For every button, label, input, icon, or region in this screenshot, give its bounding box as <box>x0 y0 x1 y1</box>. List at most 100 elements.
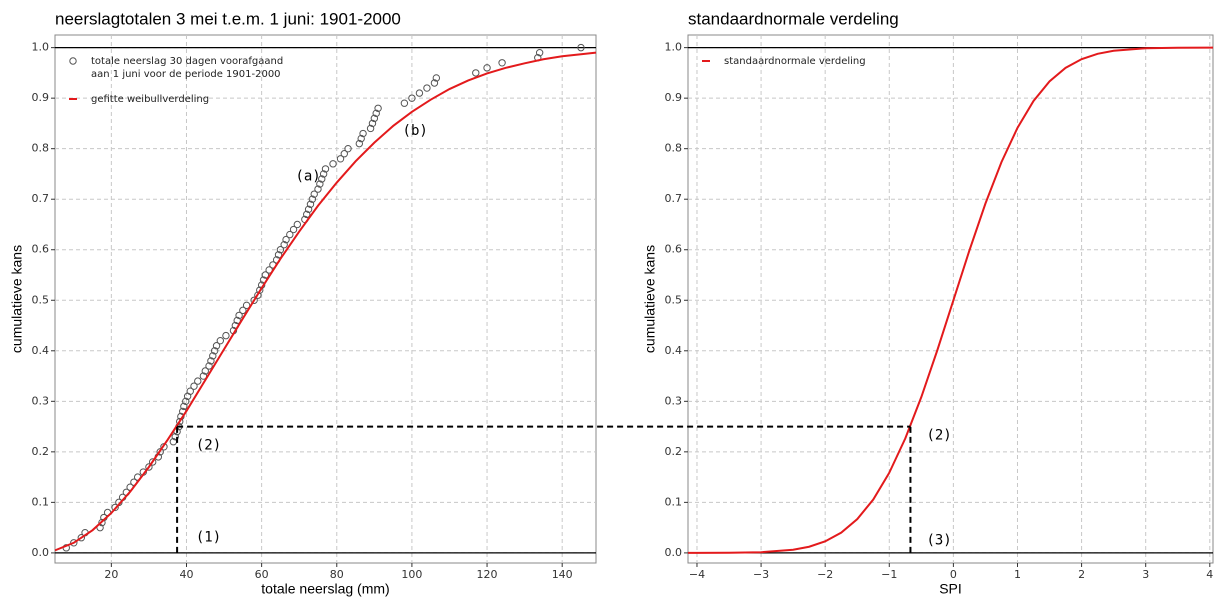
x-axis-title: totale neerslag (mm) <box>261 581 389 597</box>
data-point <box>182 397 190 406</box>
data-point <box>308 195 317 203</box>
data-point <box>239 306 247 315</box>
data-point <box>186 387 194 395</box>
data-point <box>423 84 431 92</box>
y-tick-label: 0.8 <box>32 142 50 155</box>
data-point <box>357 134 365 143</box>
x-tick-label: 80 <box>330 568 344 581</box>
y-tick-label: 0.4 <box>32 344 50 357</box>
data-point <box>318 175 326 183</box>
data-point <box>359 129 367 138</box>
data-point <box>212 342 221 350</box>
x-tick-label: 2 <box>1078 568 1085 581</box>
data-point <box>321 165 330 173</box>
data-point <box>306 200 315 208</box>
data-point <box>210 347 219 355</box>
y-tick-label: 0.4 <box>665 344 683 357</box>
x-tick-label: −2 <box>817 568 833 581</box>
data-point <box>148 458 157 466</box>
data-point <box>310 190 318 198</box>
annotation: (1) <box>196 530 221 546</box>
legend-label: standaardnormale verdeling <box>724 56 866 67</box>
y-tick-label: 0.7 <box>665 192 683 205</box>
data-point <box>293 220 302 229</box>
data-point <box>366 124 375 133</box>
data-point <box>329 160 337 168</box>
y-tick-label: 0.9 <box>665 91 683 104</box>
data-point <box>145 463 153 471</box>
y-tick-label: 0.1 <box>665 495 683 508</box>
data-point <box>319 170 328 178</box>
data-point <box>156 448 164 456</box>
data-point <box>374 104 382 112</box>
data-point <box>289 225 298 234</box>
data-point <box>201 367 209 375</box>
data-point <box>70 539 78 547</box>
data-point <box>400 99 409 107</box>
data-point <box>336 155 345 163</box>
x-tick-label: 4 <box>1206 568 1213 581</box>
data-point <box>415 89 424 97</box>
x-tick-label: 60 <box>255 568 269 581</box>
x-tick-label: 3 <box>1142 568 1149 581</box>
data-point <box>280 240 288 249</box>
x-tick-label: 120 <box>477 568 498 581</box>
annotation: (3) <box>926 532 951 548</box>
annotation: (2) <box>926 428 951 444</box>
data-point <box>368 119 377 128</box>
x-tick-label: −4 <box>689 568 705 581</box>
y-tick-label: 1.0 <box>665 41 683 54</box>
x-tick-label: 0 <box>950 568 957 581</box>
y-tick-label: 0.0 <box>665 546 683 559</box>
data-point <box>370 114 379 123</box>
x-axis-title: SPI <box>939 581 962 597</box>
data-point <box>408 94 416 102</box>
data-point <box>190 382 198 390</box>
y-tick-label: 0.7 <box>32 192 50 205</box>
data-point <box>340 150 348 158</box>
chart-title: neerslagtotalen 3 mei t.e.m. 1 juni: 190… <box>55 9 401 28</box>
plot-area <box>687 34 1214 564</box>
data-point <box>432 74 441 82</box>
data-point <box>233 316 241 325</box>
data-point <box>282 235 290 244</box>
data-point <box>77 534 85 542</box>
data-point <box>483 64 491 72</box>
y-tick-label: 0.6 <box>665 243 683 256</box>
y-tick-label: 0.1 <box>32 495 50 508</box>
y-tick-label: 0.0 <box>32 546 50 559</box>
line <box>54 51 597 552</box>
y-tick-label: 0.2 <box>665 445 683 458</box>
line <box>687 46 1213 554</box>
y-axis-title: cumulatieve kans <box>642 245 658 353</box>
data-point <box>261 271 270 279</box>
x-tick-label: 1 <box>1014 568 1021 581</box>
y-tick-label: 0.3 <box>32 394 50 407</box>
data-point <box>316 180 324 188</box>
data-point <box>222 331 230 340</box>
data-point <box>303 210 311 219</box>
data-point <box>207 357 215 365</box>
data-point <box>577 43 585 52</box>
data-point <box>235 311 243 320</box>
data-point <box>256 286 264 294</box>
data-point <box>180 402 188 411</box>
y-tick-label: 0.6 <box>32 243 50 256</box>
data-point <box>286 230 294 239</box>
y-axis-title: cumulatieve kans <box>9 245 25 353</box>
y-tick-label: 0.5 <box>32 293 50 306</box>
chart-title: standaardnormale verdeling <box>688 9 899 28</box>
y-tick-label: 1.0 <box>32 41 50 54</box>
data-point <box>209 352 217 360</box>
annotation: (a) <box>295 168 320 184</box>
x-tick-label: 20 <box>104 568 118 581</box>
x-tick-label: 140 <box>552 568 573 581</box>
y-tick-label: 0.8 <box>665 142 683 155</box>
y-tick-label: 0.5 <box>665 293 683 306</box>
data-point <box>314 185 322 193</box>
legend-symbol <box>69 57 77 65</box>
data-point <box>355 139 364 148</box>
data-point <box>372 109 380 118</box>
data-point <box>98 518 106 527</box>
